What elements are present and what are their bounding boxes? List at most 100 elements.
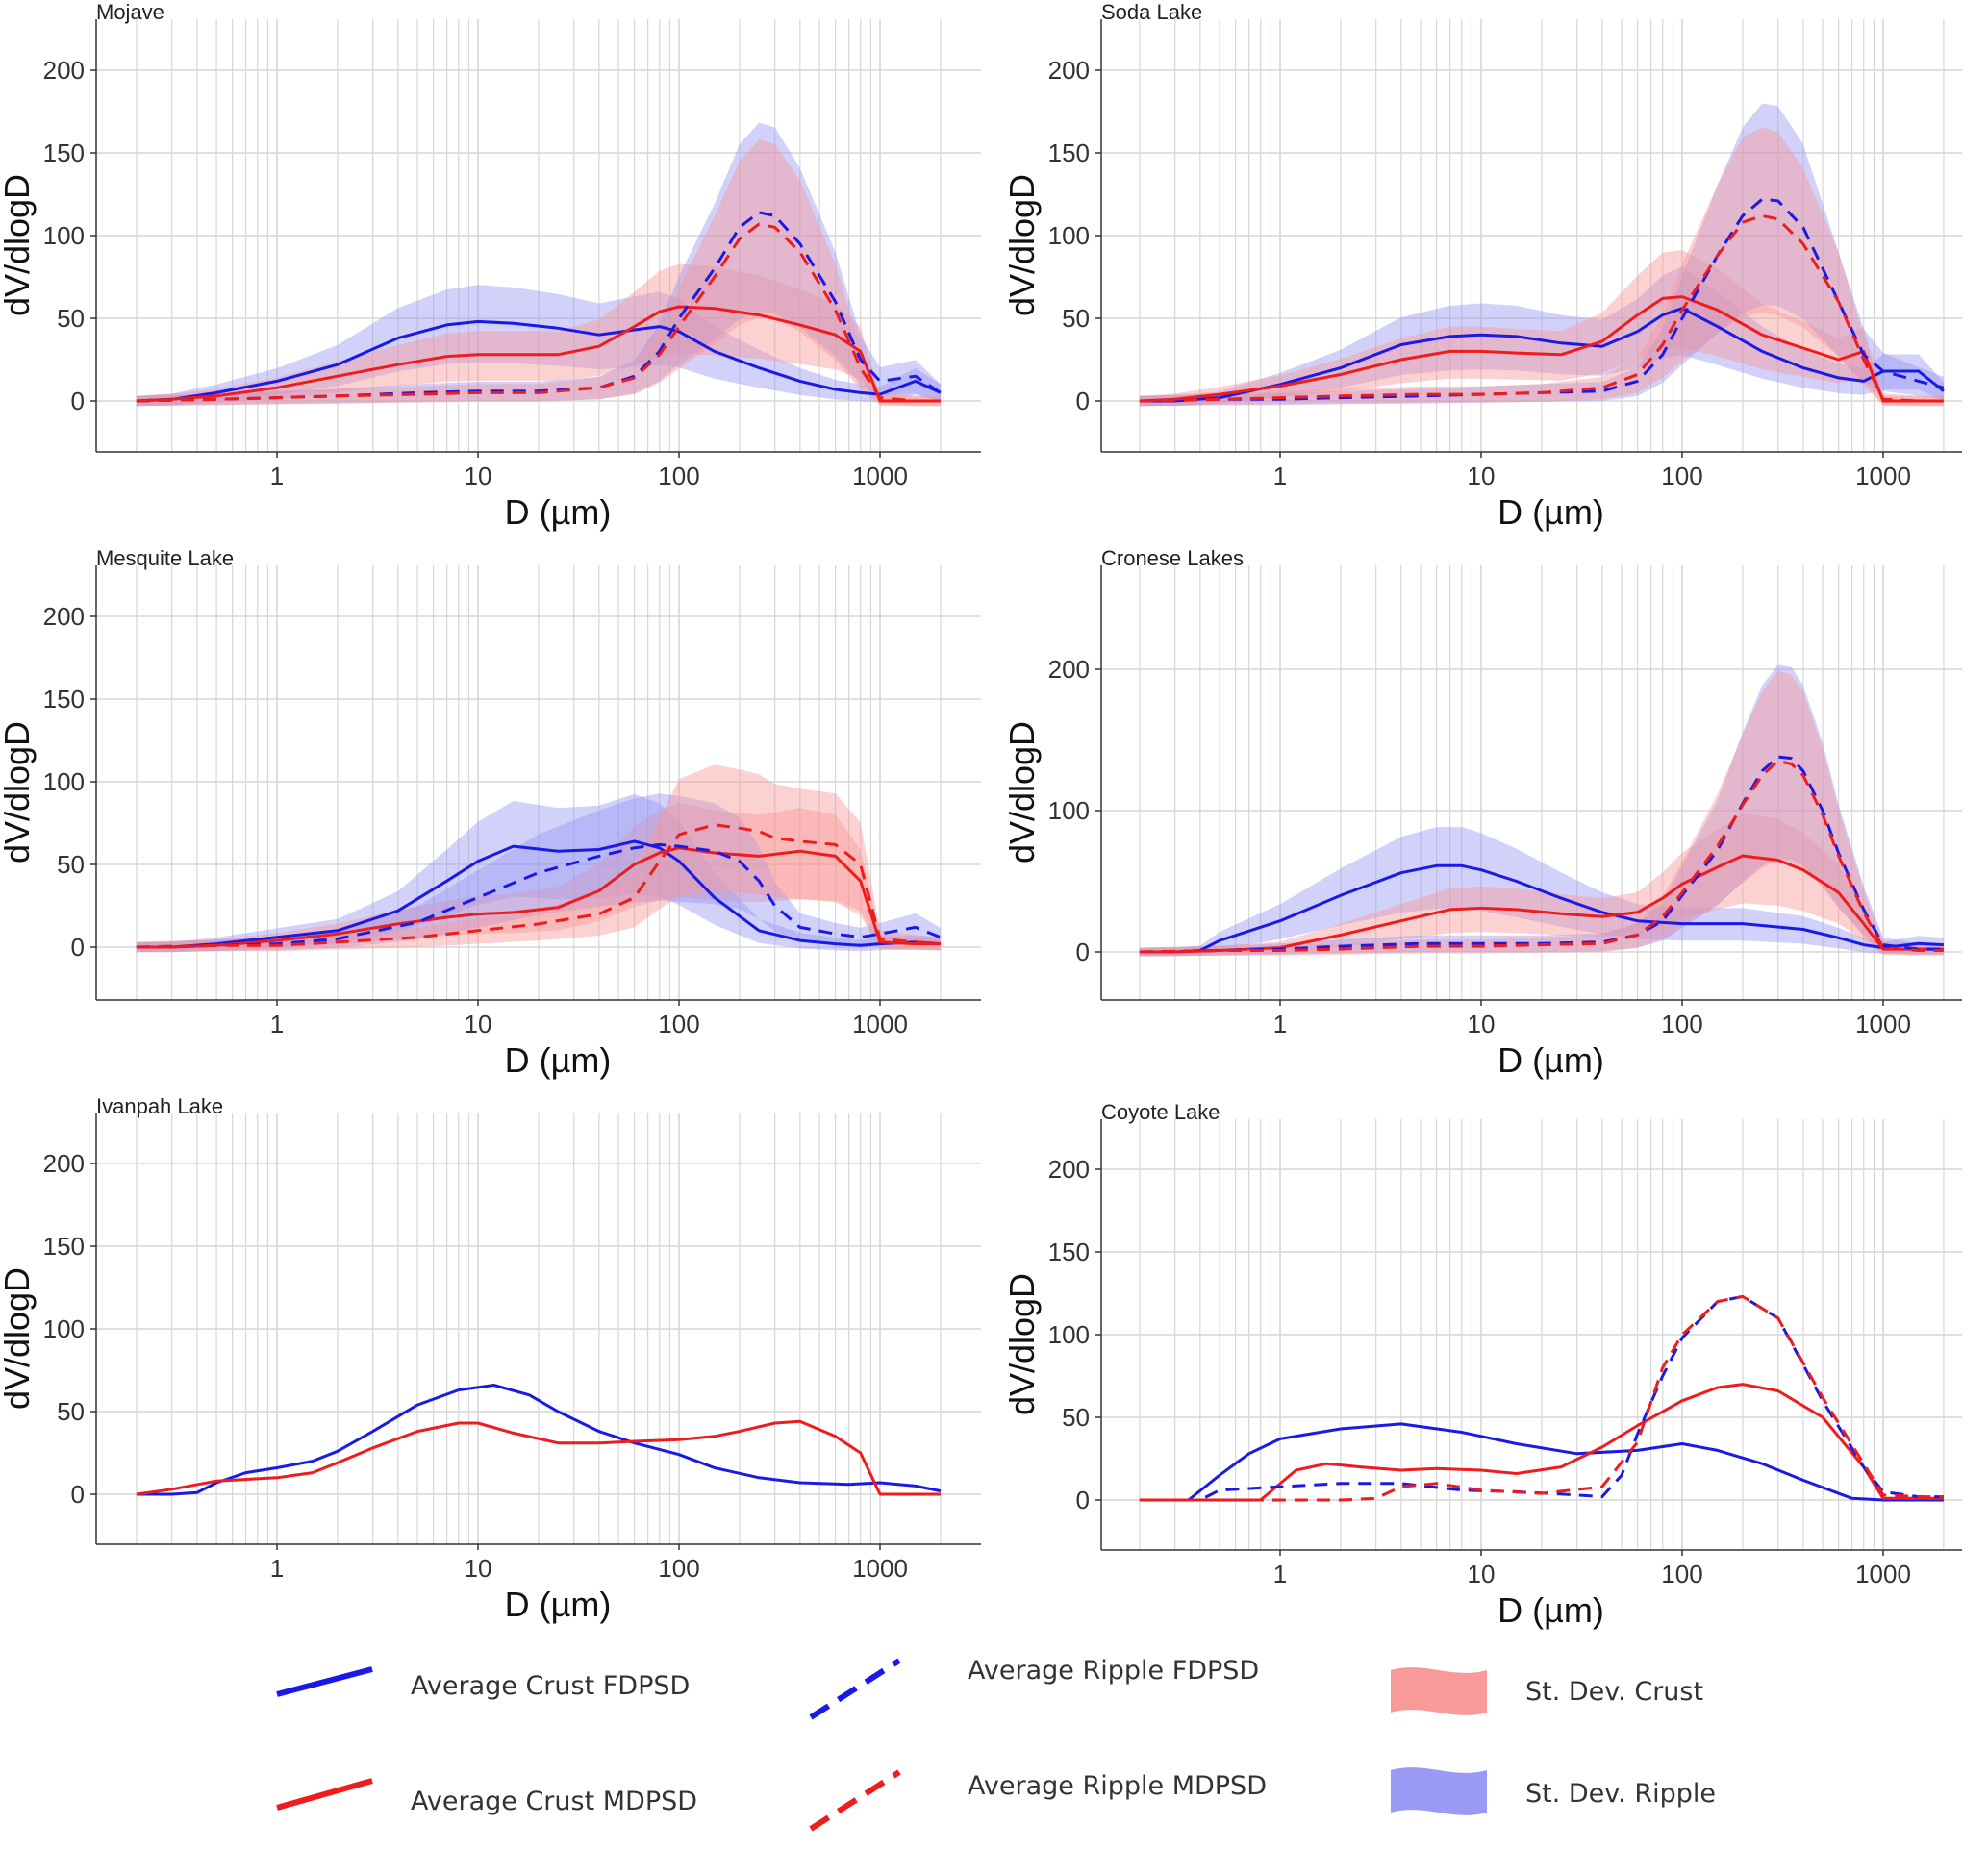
x-axis-label: D (µm) <box>505 1585 612 1624</box>
y-tick-label: 150 <box>1048 138 1090 167</box>
y-tick-label: 200 <box>43 1149 85 1178</box>
legend-swatch-crust-fdpsd <box>276 1666 373 1697</box>
panel-soda-lake: Soda Lake 0 50 100 150 200 1 10 100 1000 D (µm) dV/… <box>1002 0 1962 532</box>
series-ripple-mdpsd <box>1139 213 1944 403</box>
panel-mojave: Mojave 0 50 100 150 200 1 10 100 1000 D (µm) dV/dlo… <box>0 0 981 532</box>
x-tick-label: 1 <box>270 462 284 490</box>
plot-area <box>1139 664 1944 957</box>
series-crust-mdpsd <box>136 1419 941 1496</box>
x-tick-label: 1000 <box>1855 1010 1911 1038</box>
grid <box>96 1113 981 1544</box>
series-ripple-fdpsd <box>1139 755 1944 954</box>
series-crust-fdpsd <box>1139 863 1944 954</box>
y-tick-label: 150 <box>1048 1238 1090 1266</box>
series-ripple-fdpsd-sd-band <box>136 793 941 953</box>
x-tick-label: 1 <box>1273 462 1287 490</box>
x-tick-label: 1 <box>1273 1010 1287 1038</box>
y-tick-label: 100 <box>1048 796 1090 825</box>
y-tick-label: 200 <box>1048 1155 1090 1184</box>
series-crust-mdpsd-sd-band <box>136 803 941 953</box>
x-tick-label: 100 <box>658 1010 699 1038</box>
grid <box>1101 1119 1962 1550</box>
series-crust-mdpsd <box>136 305 941 403</box>
series-crust-mdpsd <box>1139 295 1944 403</box>
y-tick-label: 200 <box>43 602 85 631</box>
series-ripple-fdpsd-sd-band <box>1139 103 1944 407</box>
series-ripple-fdpsd-sd-band <box>1139 664 1944 957</box>
panel-title: Cronese Lakes <box>1101 546 1244 570</box>
x-tick-label: 10 <box>465 1554 492 1583</box>
x-axis-label: D (µm) <box>1497 492 1604 532</box>
panel-title: Soda Lake <box>1101 0 1202 24</box>
legend-label-ripple-mdpsd: Average Ripple MDPSD <box>968 1771 1267 1801</box>
x-axis-label: D (µm) <box>505 492 612 532</box>
y-axis-label: dV/dlogD <box>1002 1273 1042 1415</box>
panel-title: Mesquite Lake <box>96 546 234 570</box>
panel-title: Mojave <box>96 0 164 24</box>
x-tick-label: 10 <box>465 1010 492 1038</box>
y-tick-label: 0 <box>71 933 85 962</box>
panel-cronese-lakes: Cronese Lakes 0 100 200 1 10 100 1000 D (µm) dV/d… <box>1002 546 1962 1080</box>
y-tick-label: 150 <box>43 138 85 167</box>
x-tick-label: 1000 <box>1855 1560 1911 1588</box>
y-tick-label: 0 <box>1076 938 1090 966</box>
legend-swatch-ripple-fdpsd <box>809 1658 901 1720</box>
x-tick-label: 1 <box>270 1010 284 1038</box>
x-tick-label: 100 <box>658 462 699 490</box>
y-axis-label: dV/dlogD <box>1002 174 1042 316</box>
x-tick-label: 1000 <box>1855 462 1911 490</box>
series-crust-mdpsd <box>1139 854 1944 954</box>
y-axis-label: dV/dlogD <box>0 721 37 863</box>
grid <box>1101 565 1962 1000</box>
x-tick-label: 100 <box>1661 1560 1702 1588</box>
plot-area <box>1139 1294 1944 1502</box>
legend-swatch-ripple-mdpsd <box>809 1769 901 1832</box>
panel-coyote-lake: Coyote Lake 0 50 100 150 200 1 10 100 1000 D (µm) d… <box>1002 1100 1962 1630</box>
series-ripple-fdpsd-sd-band <box>136 122 941 407</box>
series-ripple-mdpsd-sd-band <box>136 764 941 953</box>
y-tick-label: 50 <box>57 304 85 333</box>
x-tick-label: 10 <box>1468 462 1496 490</box>
series-ripple-mdpsd-sd-band <box>1139 127 1944 407</box>
plot-area <box>136 764 942 953</box>
y-tick-label: 0 <box>71 387 85 415</box>
y-tick-label: 100 <box>43 221 85 250</box>
series-crust-mdpsd-sd-band <box>1139 813 1944 957</box>
x-axis-label: D (µm) <box>505 1040 612 1080</box>
series-ripple-fdpsd <box>1139 1294 1944 1502</box>
panel-ivanpah-lake: Ivanpah Lake 0 50 100 150 200 1 10 100 1000 D (µm)… <box>0 1094 981 1624</box>
legend-swatch-sd-crust <box>1391 1667 1487 1715</box>
plot-area <box>136 1384 942 1496</box>
y-tick-label: 50 <box>1062 304 1090 333</box>
y-tick-label: 50 <box>57 850 85 879</box>
x-tick-label: 10 <box>1468 1560 1496 1588</box>
series-ripple-mdpsd <box>136 823 942 949</box>
series-crust-fdpsd-sd-band <box>1139 266 1944 407</box>
series-crust-mdpsd <box>1139 1383 1944 1502</box>
plot-area <box>136 122 942 407</box>
legend-swatch-sd-ripple <box>1391 1767 1487 1815</box>
panel-title: Coyote Lake <box>1101 1100 1220 1124</box>
x-tick-label: 100 <box>1661 462 1702 490</box>
x-tick-label: 1 <box>270 1554 284 1583</box>
series-crust-mdpsd <box>136 846 941 949</box>
series-crust-fdpsd <box>1139 307 1945 403</box>
series-ripple-mdpsd <box>136 222 941 403</box>
x-axis-label: D (µm) <box>1497 1040 1604 1080</box>
legend-label-sd-ripple: St. Dev. Ripple <box>1525 1779 1716 1809</box>
series-ripple-mdpsd <box>1139 760 1944 954</box>
y-tick-label: 0 <box>1076 1486 1090 1514</box>
y-tick-label: 150 <box>43 1232 85 1261</box>
y-axis-label: dV/dlogD <box>1002 721 1042 863</box>
x-axis-label: D (µm) <box>1497 1590 1604 1630</box>
legend-label-crust-fdpsd: Average Crust FDPSD <box>411 1671 690 1701</box>
y-tick-label: 100 <box>1048 1320 1090 1349</box>
y-tick-label: 100 <box>43 1314 85 1343</box>
x-tick-label: 1000 <box>852 462 908 490</box>
y-tick-label: 200 <box>43 56 85 85</box>
x-tick-label: 1 <box>1273 1560 1287 1588</box>
y-tick-label: 200 <box>1048 655 1090 684</box>
y-tick-label: 0 <box>71 1480 85 1509</box>
x-tick-label: 10 <box>1468 1010 1496 1038</box>
series-ripple-fdpsd <box>136 842 942 949</box>
